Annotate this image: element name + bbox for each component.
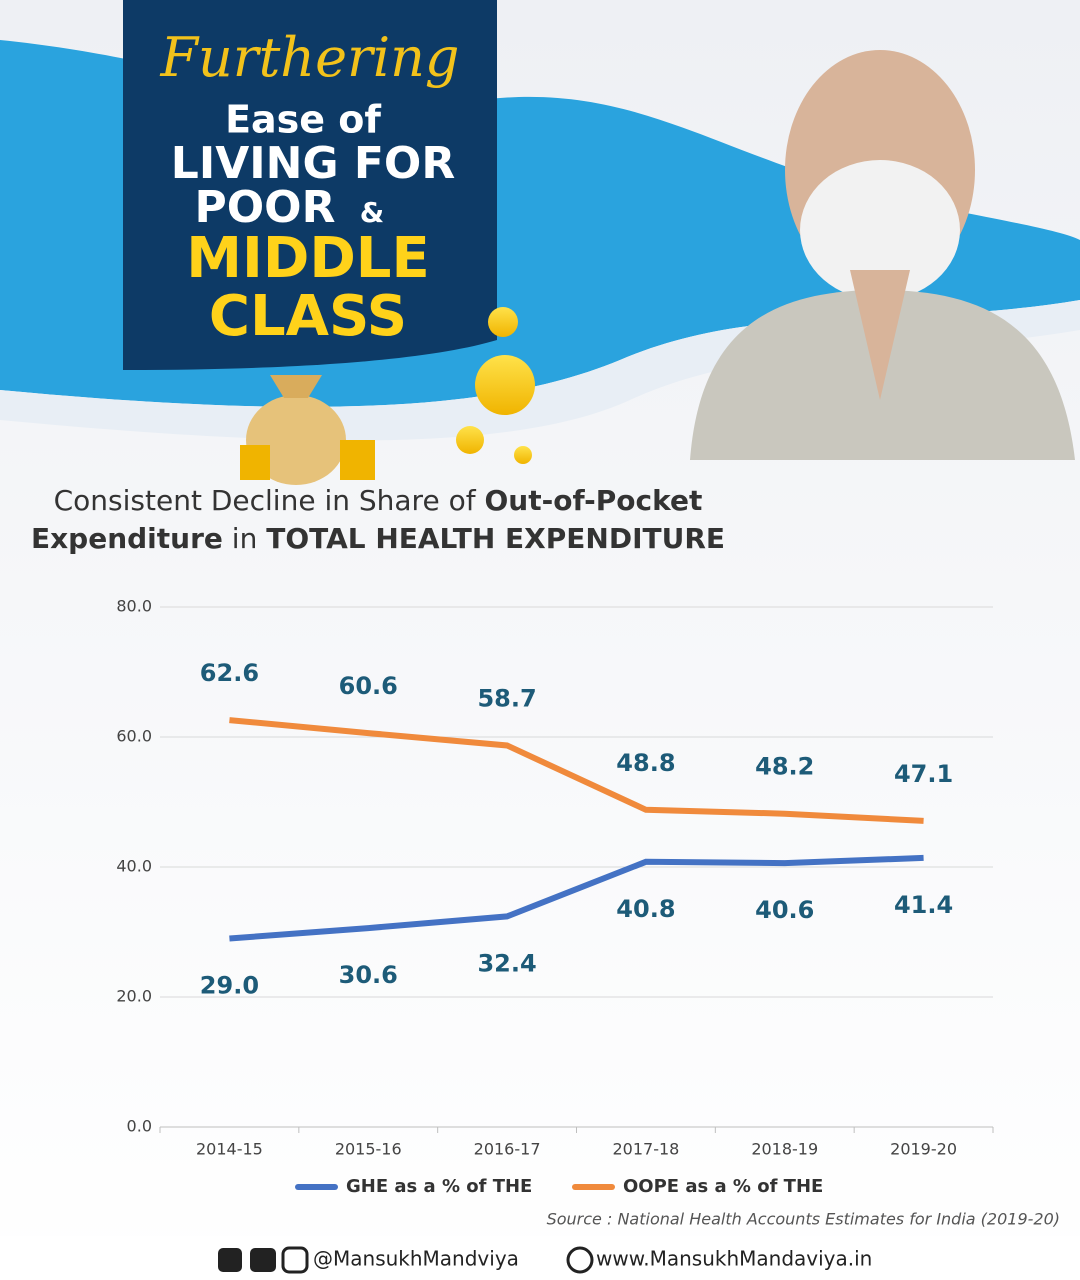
data-label: 47.1	[894, 760, 953, 788]
y-tick-label: 80.0	[116, 597, 152, 616]
data-label: 40.6	[755, 896, 814, 924]
instagram-icon[interactable]	[281, 1246, 309, 1274]
poster-line: &	[360, 196, 384, 229]
title-part: Consistent Decline in Share of	[54, 484, 477, 517]
title-part: TOTAL HEALTH EXPENDITURE	[266, 522, 725, 555]
x-tick-label: 2019-20	[890, 1140, 957, 1159]
poster-line: MIDDLE	[186, 226, 429, 291]
y-tick-label: 20.0	[116, 987, 152, 1006]
title-part: Out-of-Pocket	[484, 484, 702, 517]
data-label: 62.6	[200, 659, 259, 687]
data-label: 48.8	[616, 749, 675, 777]
series-line	[229, 854, 924, 942]
x-tick-label: 2018-19	[751, 1140, 818, 1159]
legend-label: GHE as a % of THE	[346, 1176, 532, 1197]
poster-line: CLASS	[209, 284, 407, 349]
social-handle[interactable]: @MansukhMandviya	[313, 1247, 519, 1271]
poster-line: Ease of	[225, 98, 381, 142]
data-label: 58.7	[477, 684, 536, 712]
x-tick-label: 2017-18	[612, 1140, 679, 1159]
footer-bar	[0, 1236, 1080, 1280]
x-tick-label: 2015-16	[335, 1140, 402, 1159]
website[interactable]: www.MansukhMandaviya.in	[596, 1247, 872, 1271]
poster-line: POOR	[195, 182, 336, 233]
data-label: 41.4	[894, 891, 953, 919]
y-tick-label: 40.0	[116, 857, 152, 876]
legend-label: OOPE as a % of THE	[623, 1176, 823, 1197]
chart-title: Expenditure in TOTAL HEALTH EXPENDITURE	[31, 522, 725, 555]
x-tick-label: 2016-17	[474, 1140, 541, 1159]
portrait	[690, 50, 1075, 460]
title-part: Expenditure	[31, 522, 223, 555]
data-label: 32.4	[477, 949, 536, 977]
twitter-icon[interactable]	[250, 1248, 276, 1272]
title-banner	[123, 0, 497, 370]
chart-title: Consistent Decline in Share of Out-of-Po…	[54, 484, 703, 517]
data-label: 29.0	[200, 972, 259, 1000]
series-line	[229, 717, 924, 824]
facebook-icon[interactable]	[218, 1248, 242, 1272]
y-tick-label: 0.0	[127, 1117, 152, 1136]
data-label: 48.2	[755, 753, 814, 781]
title-part: in	[232, 522, 258, 555]
web-icon[interactable]	[566, 1246, 594, 1274]
money-bag	[240, 307, 535, 485]
data-label: 30.6	[339, 961, 398, 989]
x-tick-label: 2014-15	[196, 1140, 263, 1159]
data-label: 60.6	[339, 672, 398, 700]
source-note: Source : National Health Accounts Estima…	[547, 1210, 1060, 1229]
poster-script: Furthering	[160, 26, 460, 89]
y-tick-label: 60.0	[116, 727, 152, 746]
data-label: 40.8	[616, 895, 675, 923]
poster-line: LIVING FOR	[171, 138, 455, 189]
